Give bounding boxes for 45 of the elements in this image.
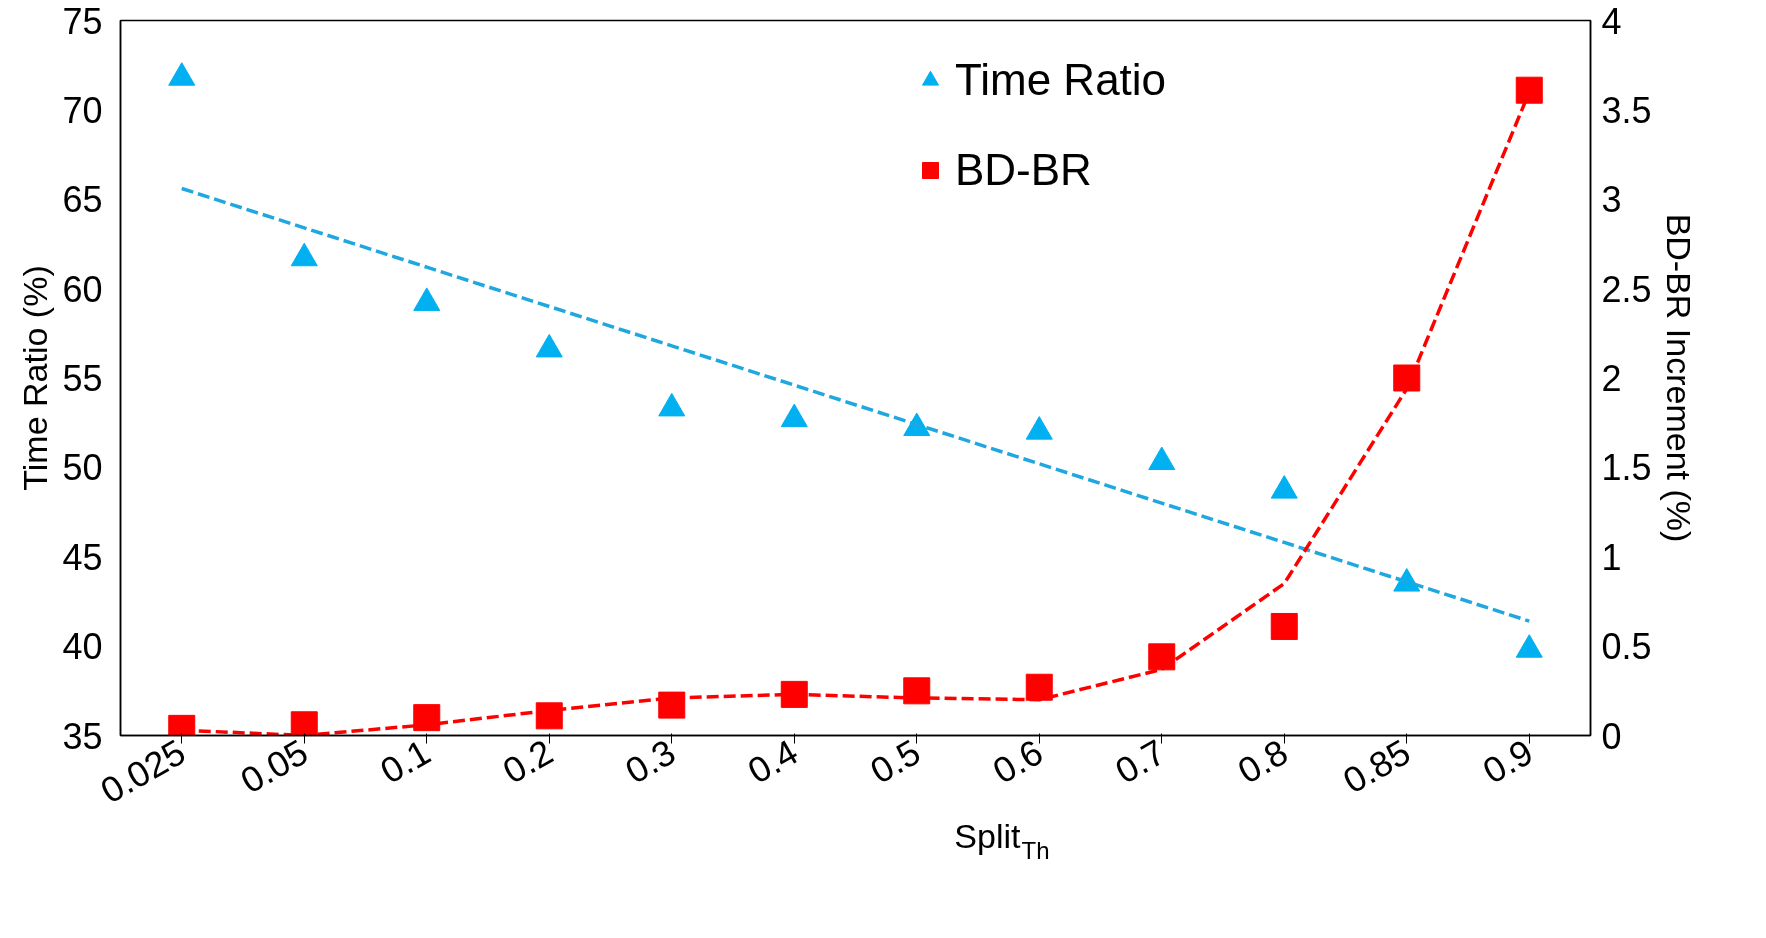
point [1025, 673, 1053, 701]
y2-tick-label: 0 [1601, 715, 1622, 757]
y-tick-label: 40 [62, 626, 103, 668]
point [290, 711, 318, 736]
x-tick-label: 0.05 [233, 731, 315, 802]
y2-tick-label: 3 [1601, 179, 1622, 221]
x-tick-label: 0.4 [740, 731, 805, 792]
y2-axis-title: BD-BR Increment (%) [1659, 213, 1698, 543]
point [535, 702, 563, 730]
y2-tick-label: 1 [1601, 536, 1622, 578]
legend-label: Time Ratio [955, 55, 1167, 105]
x-tick-label: 0.8 [1230, 731, 1295, 792]
x-tick-label: 0.6 [985, 731, 1050, 792]
x-tick-label: 0.7 [1108, 731, 1173, 792]
y2-tick-label: 1.5 [1601, 447, 1652, 489]
y-tick-label: 65 [62, 179, 103, 221]
y-tick-label: 60 [62, 268, 103, 310]
y-axis-title: Time Ratio (%) [16, 265, 55, 491]
x-tick-label: 0.5 [863, 731, 928, 792]
y2-tick-label: 2 [1601, 358, 1622, 399]
y-tick-label: 35 [62, 715, 103, 757]
line-series [180, 186, 1531, 623]
y-tick-label: 70 [62, 89, 103, 131]
y-tick-label: 50 [62, 447, 103, 489]
x-tick-label: 0.3 [618, 731, 683, 792]
y-tick-label: 55 [62, 358, 103, 399]
point [1148, 643, 1176, 671]
x-tick-label: 0.1 [373, 731, 438, 792]
point [658, 691, 686, 719]
x-tick-label: 0.85 [1336, 731, 1418, 802]
point [1270, 612, 1298, 640]
y2-tick-label: 4 [1601, 0, 1622, 42]
y2-tick-label: 0.5 [1601, 626, 1652, 668]
y-tick-label: 75 [62, 0, 103, 42]
point [413, 704, 441, 732]
y2-tick-label: 2.5 [1601, 268, 1652, 310]
x-tick-label: 0.9 [1475, 731, 1540, 792]
point [1515, 76, 1543, 104]
point [780, 680, 808, 708]
y2-tick-label: 3.5 [1601, 89, 1652, 131]
point [903, 677, 931, 705]
point [1393, 364, 1421, 392]
y-tick-label: 45 [62, 536, 103, 578]
x-tick-label: 0.2 [495, 731, 560, 792]
legend-label: BD-BR [955, 145, 1092, 195]
